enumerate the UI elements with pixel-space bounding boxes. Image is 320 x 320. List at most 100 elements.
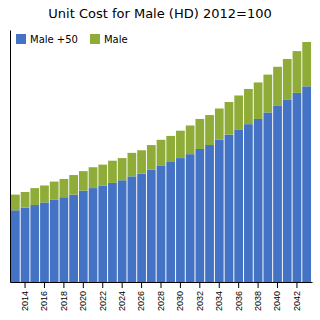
x-tick-mark bbox=[199, 282, 200, 288]
bar bbox=[98, 165, 107, 186]
x-tick-mark bbox=[122, 282, 123, 288]
x-tick-mark bbox=[161, 282, 162, 288]
bar bbox=[137, 150, 146, 173]
bar bbox=[176, 158, 185, 282]
legend-item: Male +50 bbox=[16, 34, 78, 45]
x-tick: 2024 bbox=[117, 282, 127, 311]
bar bbox=[127, 153, 136, 176]
x-tick-mark bbox=[219, 282, 220, 288]
x-tick: 2042 bbox=[292, 282, 302, 311]
bar bbox=[205, 145, 214, 282]
bar bbox=[60, 179, 69, 197]
x-tick-mark bbox=[44, 282, 45, 288]
y-axis-line bbox=[10, 31, 11, 283]
bar bbox=[147, 145, 156, 170]
bar bbox=[147, 170, 156, 282]
bar bbox=[254, 82, 263, 119]
bars bbox=[11, 42, 311, 282]
x-tick-label: 2020 bbox=[78, 291, 88, 311]
bar bbox=[137, 174, 146, 282]
bar bbox=[21, 192, 30, 208]
bar bbox=[283, 59, 292, 99]
x-tick: 2014 bbox=[20, 282, 30, 311]
bar bbox=[79, 171, 88, 191]
bar bbox=[195, 119, 204, 149]
x-tick-mark bbox=[141, 282, 142, 288]
bar bbox=[195, 149, 204, 282]
bar bbox=[186, 154, 195, 282]
bar bbox=[244, 89, 253, 124]
bar bbox=[273, 67, 282, 106]
legend-label: Male +50 bbox=[30, 34, 78, 45]
bar bbox=[79, 191, 88, 282]
x-tick: 2034 bbox=[214, 282, 224, 311]
bar bbox=[118, 158, 127, 180]
bar bbox=[225, 102, 234, 135]
x-tick-label: 2026 bbox=[136, 291, 146, 311]
bar bbox=[60, 197, 69, 282]
chart: Unit Cost for Male (HD) 2012=100 2014 2016… bbox=[0, 0, 320, 320]
bar bbox=[108, 183, 117, 282]
bar bbox=[98, 185, 107, 282]
y-axis bbox=[10, 31, 11, 283]
x-tick-label: 2036 bbox=[234, 291, 244, 311]
x-tick-label: 2028 bbox=[156, 291, 166, 311]
bar bbox=[176, 131, 185, 158]
bar bbox=[50, 182, 59, 200]
bar bbox=[293, 93, 302, 282]
x-tick-label: 2018 bbox=[59, 291, 69, 311]
x-tick-label: 2042 bbox=[292, 291, 302, 311]
plot: 2014 2016 2018 2020 2022 2024 2026 2028 2030 2032… bbox=[11, 31, 313, 312]
series bbox=[11, 86, 311, 282]
bar bbox=[254, 119, 263, 282]
x-tick-label: 2038 bbox=[253, 291, 263, 311]
x-tick-mark bbox=[258, 282, 259, 288]
bar bbox=[166, 162, 175, 282]
x-tick-mark bbox=[296, 282, 297, 288]
x-tick-mark bbox=[83, 282, 84, 288]
x-tick-label: 2014 bbox=[20, 291, 30, 311]
bar bbox=[40, 202, 49, 282]
bar bbox=[263, 112, 272, 282]
bar bbox=[234, 129, 243, 282]
x-tick-mark bbox=[180, 282, 181, 288]
x-tick-mark bbox=[277, 282, 278, 288]
bar bbox=[11, 195, 20, 211]
bar bbox=[273, 106, 282, 282]
bar bbox=[30, 205, 39, 282]
x-tick-mark bbox=[63, 282, 64, 288]
x-tick-label: 2040 bbox=[272, 291, 282, 311]
bar bbox=[205, 115, 214, 145]
bar bbox=[302, 86, 311, 282]
bar bbox=[40, 185, 49, 202]
bar bbox=[225, 135, 234, 282]
x-tick: 2030 bbox=[175, 282, 185, 311]
x-tick: 2038 bbox=[253, 282, 263, 311]
title: Unit Cost for Male (HD) 2012=100 bbox=[48, 6, 271, 21]
legend-label: Male bbox=[104, 34, 128, 45]
bar bbox=[21, 208, 30, 282]
bar bbox=[157, 140, 166, 166]
bar bbox=[215, 109, 224, 140]
bar bbox=[108, 161, 117, 183]
bar bbox=[127, 176, 136, 282]
bar bbox=[69, 175, 78, 195]
bar bbox=[186, 125, 195, 154]
bar bbox=[30, 188, 39, 205]
legend-swatch bbox=[16, 34, 26, 44]
bar bbox=[166, 136, 175, 162]
x-tick-label: 2022 bbox=[98, 291, 108, 311]
x-tick: 2016 bbox=[39, 282, 49, 311]
legend-item: Male bbox=[90, 34, 128, 45]
x-tick-label: 2030 bbox=[175, 291, 185, 311]
x-tick: 2022 bbox=[98, 282, 108, 311]
bar bbox=[283, 99, 292, 282]
x-tick: 2040 bbox=[272, 282, 282, 311]
legend-swatch bbox=[90, 34, 100, 44]
bar bbox=[118, 180, 127, 282]
bar bbox=[234, 95, 243, 129]
x-tick: 2020 bbox=[78, 282, 88, 311]
bar bbox=[89, 188, 98, 282]
x-tick-label: 2032 bbox=[195, 291, 205, 311]
x-tick-label: 2016 bbox=[39, 291, 49, 311]
